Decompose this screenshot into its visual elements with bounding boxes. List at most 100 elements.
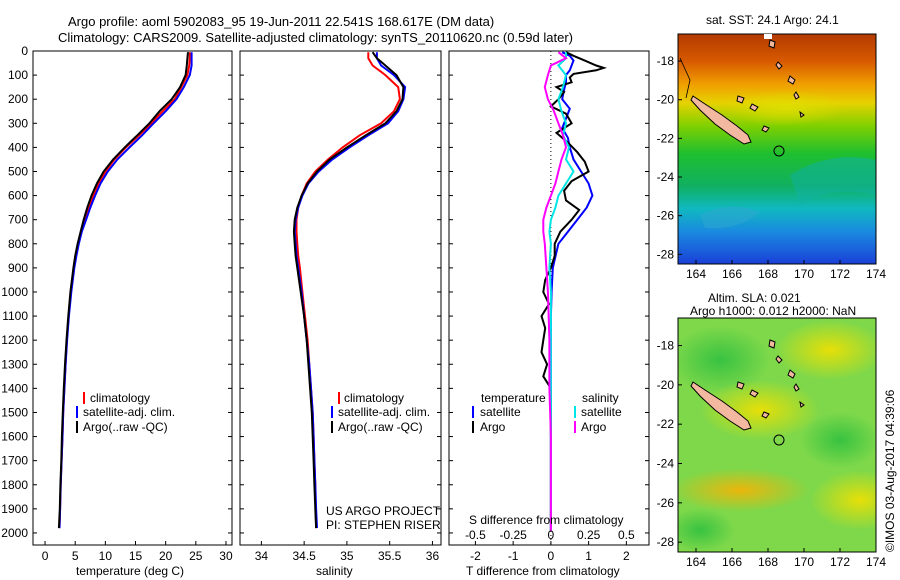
sla-yellow-patch xyxy=(775,320,876,380)
x-tick-label-T: -1 xyxy=(508,549,519,563)
sla-map-frame xyxy=(677,317,877,553)
depth-tick-label: 500 xyxy=(8,164,28,178)
map-x-tick-label: 164 xyxy=(686,555,706,569)
sst-map-axes: 164 166 168 170 172 174 -18 -20 -22 -24 -26 -28 xyxy=(657,54,887,281)
map-y-tick-label: -18 xyxy=(657,339,675,353)
temperature-x-label: temperature (deg C) xyxy=(76,564,184,578)
legend-salinity-heading: salinity xyxy=(582,391,619,405)
map-x-tick-label: 164 xyxy=(686,267,706,281)
legend-temperature-heading: temperature xyxy=(481,391,546,405)
sla-yellow-patch xyxy=(810,470,876,530)
x-tick-label-T: 0 xyxy=(548,549,555,563)
sla-orange-patch xyxy=(678,468,810,512)
map-x-tick-label: 172 xyxy=(830,555,850,569)
map-x-tick-label: 168 xyxy=(758,555,778,569)
temperature-panel-frame xyxy=(32,50,233,546)
depth-tick-label: 700 xyxy=(8,213,28,227)
map-x-tick-label: 168 xyxy=(758,267,778,281)
difference-legend: temperature salinity satellite Argo sate… xyxy=(472,391,622,434)
loyalty-islands xyxy=(736,95,770,133)
legend-label-temp-satellite: satellite xyxy=(480,405,521,419)
sla-map-title-line-1: Altim. SLA: 0.021 xyxy=(708,291,801,305)
x-tick-label-S: 0.25 xyxy=(577,528,601,542)
depth-tick-label: 1300 xyxy=(1,357,28,371)
sla-land xyxy=(690,339,805,446)
x-tick-label-S: -0.5 xyxy=(465,528,486,542)
x-tick-label: 30 xyxy=(219,549,233,563)
map-y-tick-label: -18 xyxy=(657,54,675,68)
series-line-argo-raw-qc- xyxy=(57,52,189,529)
credit-text: ©IMOS 03-Aug-2017 04:39:06 xyxy=(883,389,897,552)
sla-map-title-line-2: Argo h1000: 0.012 h2000: NaN xyxy=(690,304,856,318)
new-caledonia-island xyxy=(690,95,752,145)
sla-map xyxy=(678,318,876,552)
x-tick-label: 35 xyxy=(340,549,354,563)
x-tick-label: 36 xyxy=(426,549,440,563)
x-tick-label: 25 xyxy=(189,549,203,563)
depth-tick-label: 600 xyxy=(8,189,28,203)
x-tick-label-S: -0.25 xyxy=(499,528,527,542)
legend-label-argo: Argo(..raw -QC) xyxy=(338,420,423,434)
map-x-tick-label: 166 xyxy=(722,555,742,569)
temperature-x-axis: 0 5 10 15 20 25 30 xyxy=(33,50,233,563)
sst-map-frame xyxy=(677,33,877,265)
depth-tick-label: 1100 xyxy=(2,309,28,323)
argo-position-marker-sst xyxy=(773,145,785,157)
salinity-legend: climatology satellite-adj. clim. Argo(..… xyxy=(331,391,430,434)
map-x-tick-label: 174 xyxy=(866,267,886,281)
map-y-tick-label: -24 xyxy=(657,170,675,184)
map-y-tick-label: -20 xyxy=(657,93,675,107)
legend-label-satellite: satellite-adj. clim. xyxy=(338,405,430,419)
temperature-lines xyxy=(57,52,193,529)
map-y-tick-label: -26 xyxy=(657,496,675,510)
legend-label-temp-argo: Argo xyxy=(480,420,506,434)
x-tick-label-T: 2 xyxy=(623,549,630,563)
sla-map-axes: 164 166 168 170 172 174 -18 -20 -22 -24 -26 -28 xyxy=(657,339,887,569)
depth-tick-label: 1400 xyxy=(1,381,28,395)
depth-tick-label: 1900 xyxy=(1,502,28,516)
new-caledonia-island xyxy=(690,381,752,431)
depth-tick-label: 1700 xyxy=(1,454,28,468)
map-y-tick-label: -20 xyxy=(657,378,675,392)
x-tick-label: 15 xyxy=(129,549,143,563)
map-x-tick-label: 166 xyxy=(722,267,742,281)
depth-tick-label: 1800 xyxy=(1,478,28,492)
x-tick-label-T: -2 xyxy=(470,549,481,563)
map-x-tick-label: 174 xyxy=(866,555,886,569)
series-line-salinity-satellite xyxy=(548,52,575,531)
difference-lines xyxy=(540,51,607,545)
sla-green-patch xyxy=(678,326,770,394)
difference-x-label: T difference from climatology xyxy=(466,564,620,578)
x-tick-label-S: 0.5 xyxy=(618,528,635,542)
map-y-tick-label: -26 xyxy=(657,209,675,223)
legend-label-climatology: climatology xyxy=(344,391,404,405)
legend-label-satellite: satellite-adj. clim. xyxy=(83,405,175,419)
series-line-climatology xyxy=(58,52,191,529)
sla-green-patch xyxy=(678,508,735,552)
series-line-salinity-argo xyxy=(542,51,568,531)
x-tick-label: 5 xyxy=(72,549,79,563)
legend-label-sal-argo: Argo xyxy=(581,420,607,434)
vanuatu-islands xyxy=(768,39,805,118)
sst-map xyxy=(678,34,876,264)
sla-yellow-patch xyxy=(700,380,820,440)
sst-land xyxy=(679,34,805,157)
sst-cool-tongue xyxy=(790,157,876,205)
sst-map-title: sat. SST: 24.1 Argo: 24.1 xyxy=(706,13,839,27)
series-line-argo-raw-qc- xyxy=(292,51,405,529)
map-x-tick-label: 170 xyxy=(794,555,814,569)
salinity-x-label: salinity xyxy=(316,564,353,578)
west-coastline xyxy=(679,57,691,99)
sst-field xyxy=(678,34,876,264)
no-data-marker xyxy=(764,34,772,39)
depth-tick-label: 1500 xyxy=(1,405,28,419)
series-line-temperature-argo xyxy=(540,51,607,531)
map-y-tick-label: -28 xyxy=(657,247,675,261)
map-y-tick-label: -28 xyxy=(657,535,675,549)
series-line-satellite-adj-clim- xyxy=(58,52,193,529)
legend-label-argo: Argo(..raw -QC) xyxy=(83,420,168,434)
argo-position-marker-sla xyxy=(773,434,785,446)
x-tick-label: 20 xyxy=(159,549,173,563)
x-tick-label: 10 xyxy=(99,549,113,563)
